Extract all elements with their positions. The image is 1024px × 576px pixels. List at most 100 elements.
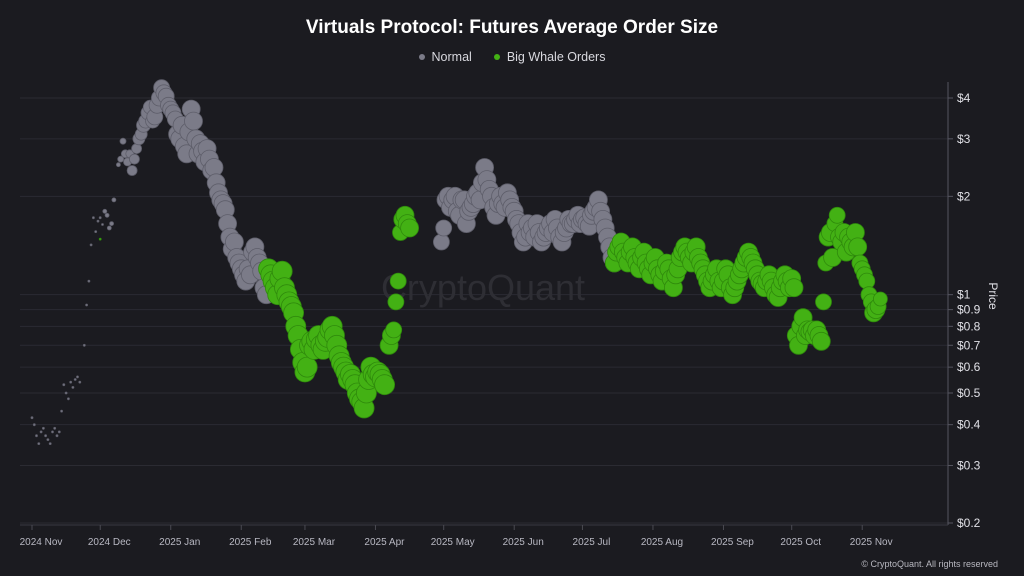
normal-point <box>60 409 63 413</box>
normal-point <box>67 397 70 401</box>
normal-point <box>71 385 75 389</box>
whale-point <box>387 293 405 311</box>
normal-point <box>98 216 102 220</box>
x-tick-label: 2024 Nov <box>20 537 63 548</box>
normal-point <box>57 430 61 434</box>
normal-point <box>101 223 104 226</box>
x-tick-label: 2025 Apr <box>364 537 405 548</box>
whale-point <box>828 206 846 224</box>
normal-point <box>109 221 114 227</box>
y-axis-label: Price <box>986 282 1000 310</box>
x-axis-ticks: 2024 Nov 2024 Dec 2025 Jan 2025 Feb 2025 Mar… <box>20 525 893 548</box>
normal-point <box>116 162 121 168</box>
copyright-footer: © CryptoQuant. All rights reserved <box>861 559 998 569</box>
y-tick-label: $0.8 <box>957 319 981 333</box>
normal-point <box>92 216 95 220</box>
y-tick-label: $0.3 <box>957 458 981 472</box>
normal-point <box>62 383 66 387</box>
x-tick-label: 2025 Jan <box>159 537 200 548</box>
whale-point <box>811 331 831 351</box>
normal-point <box>35 434 38 438</box>
legend-item-whale[interactable]: Big Whale Orders <box>493 50 606 64</box>
whale-point <box>873 291 888 307</box>
normal-point <box>131 143 143 155</box>
legend-label-whale: Big Whale Orders <box>506 50 606 64</box>
x-tick-label: 2025 Feb <box>229 537 272 548</box>
whale-point <box>815 293 832 311</box>
y-tick-label: $0.6 <box>957 360 981 374</box>
x-tick-label: 2025 Sep <box>711 537 754 548</box>
chart-title: Virtuals Protocol: Futures Average Order… <box>305 17 719 38</box>
normal-point <box>111 197 117 203</box>
series-normal <box>30 79 624 446</box>
normal-point <box>85 303 88 307</box>
x-tick-label: 2024 Dec <box>88 537 131 548</box>
normal-point <box>39 430 43 434</box>
whale-point <box>389 272 407 290</box>
normal-point <box>82 343 86 347</box>
whale-point <box>385 321 403 339</box>
y-tick-label: $0.2 <box>957 516 981 530</box>
normal-point <box>32 423 36 427</box>
normal-point <box>76 375 79 379</box>
y-tick-label: $4 <box>957 91 971 105</box>
y-tick-label: $3 <box>957 132 971 146</box>
whale-point <box>98 237 102 241</box>
normal-point <box>106 225 112 231</box>
whale-point <box>296 356 318 378</box>
legend-item-normal[interactable]: Normal <box>418 50 472 64</box>
normal-point <box>78 380 82 384</box>
watermark: CryptoQuant <box>381 267 585 308</box>
y-tick-label: $0.4 <box>957 418 981 432</box>
x-tick-label: 2025 Aug <box>641 537 683 548</box>
normal-point <box>432 233 450 251</box>
normal-point <box>37 442 41 446</box>
normal-point <box>30 416 34 420</box>
normal-point <box>126 165 138 176</box>
normal-point <box>44 434 47 438</box>
whale-point <box>400 218 420 238</box>
y-tick-label: $0.5 <box>957 386 981 400</box>
legend: Normal Big Whale Orders <box>0 50 1024 64</box>
normal-point <box>73 378 77 381</box>
normal-point <box>48 442 52 446</box>
y-tick-label: $2 <box>957 189 971 203</box>
series-whale <box>98 205 888 419</box>
whale-point <box>848 237 868 257</box>
normal-point <box>184 111 203 131</box>
normal-point <box>96 219 100 223</box>
normal-point <box>94 230 98 234</box>
normal-point <box>46 438 50 442</box>
y-tick-label: $0.7 <box>957 338 981 352</box>
y-tick-label: $1 <box>957 288 971 302</box>
normal-point <box>69 380 73 384</box>
normal-point <box>64 391 68 395</box>
normal-point <box>87 279 91 283</box>
normal-point <box>51 430 54 434</box>
normal-point <box>42 426 45 430</box>
normal-point <box>435 219 453 237</box>
x-tick-label: 2025 Oct <box>780 537 821 548</box>
normal-point <box>224 232 244 252</box>
normal-point <box>102 208 108 214</box>
x-tick-label: 2025 Jul <box>573 537 611 548</box>
normal-point <box>128 153 140 165</box>
normal-point <box>53 426 57 430</box>
normal-point <box>117 155 125 163</box>
x-tick-label: 2025 Jun <box>503 537 544 548</box>
normal-point <box>89 243 93 247</box>
normal-point <box>119 137 127 145</box>
legend-label-normal: Normal <box>431 50 472 64</box>
x-tick-label: 2025 Nov <box>850 537 893 548</box>
x-tick-label: 2025 May <box>431 537 475 548</box>
whale-point <box>374 374 396 396</box>
x-tick-label: 2025 Mar <box>293 537 336 548</box>
whale-point <box>784 278 804 298</box>
y-axis-ticks: $4 $3 $2 $1$0.9 $0.8 $0.7 $0.6 $0.5 $0.4 $0.3 $0.2 <box>948 91 981 530</box>
y-tick-label: $0.9 <box>957 303 981 317</box>
legend-dot-whale <box>493 54 500 60</box>
legend-dot-normal <box>418 54 425 60</box>
normal-point <box>104 212 110 218</box>
normal-point <box>55 434 59 438</box>
